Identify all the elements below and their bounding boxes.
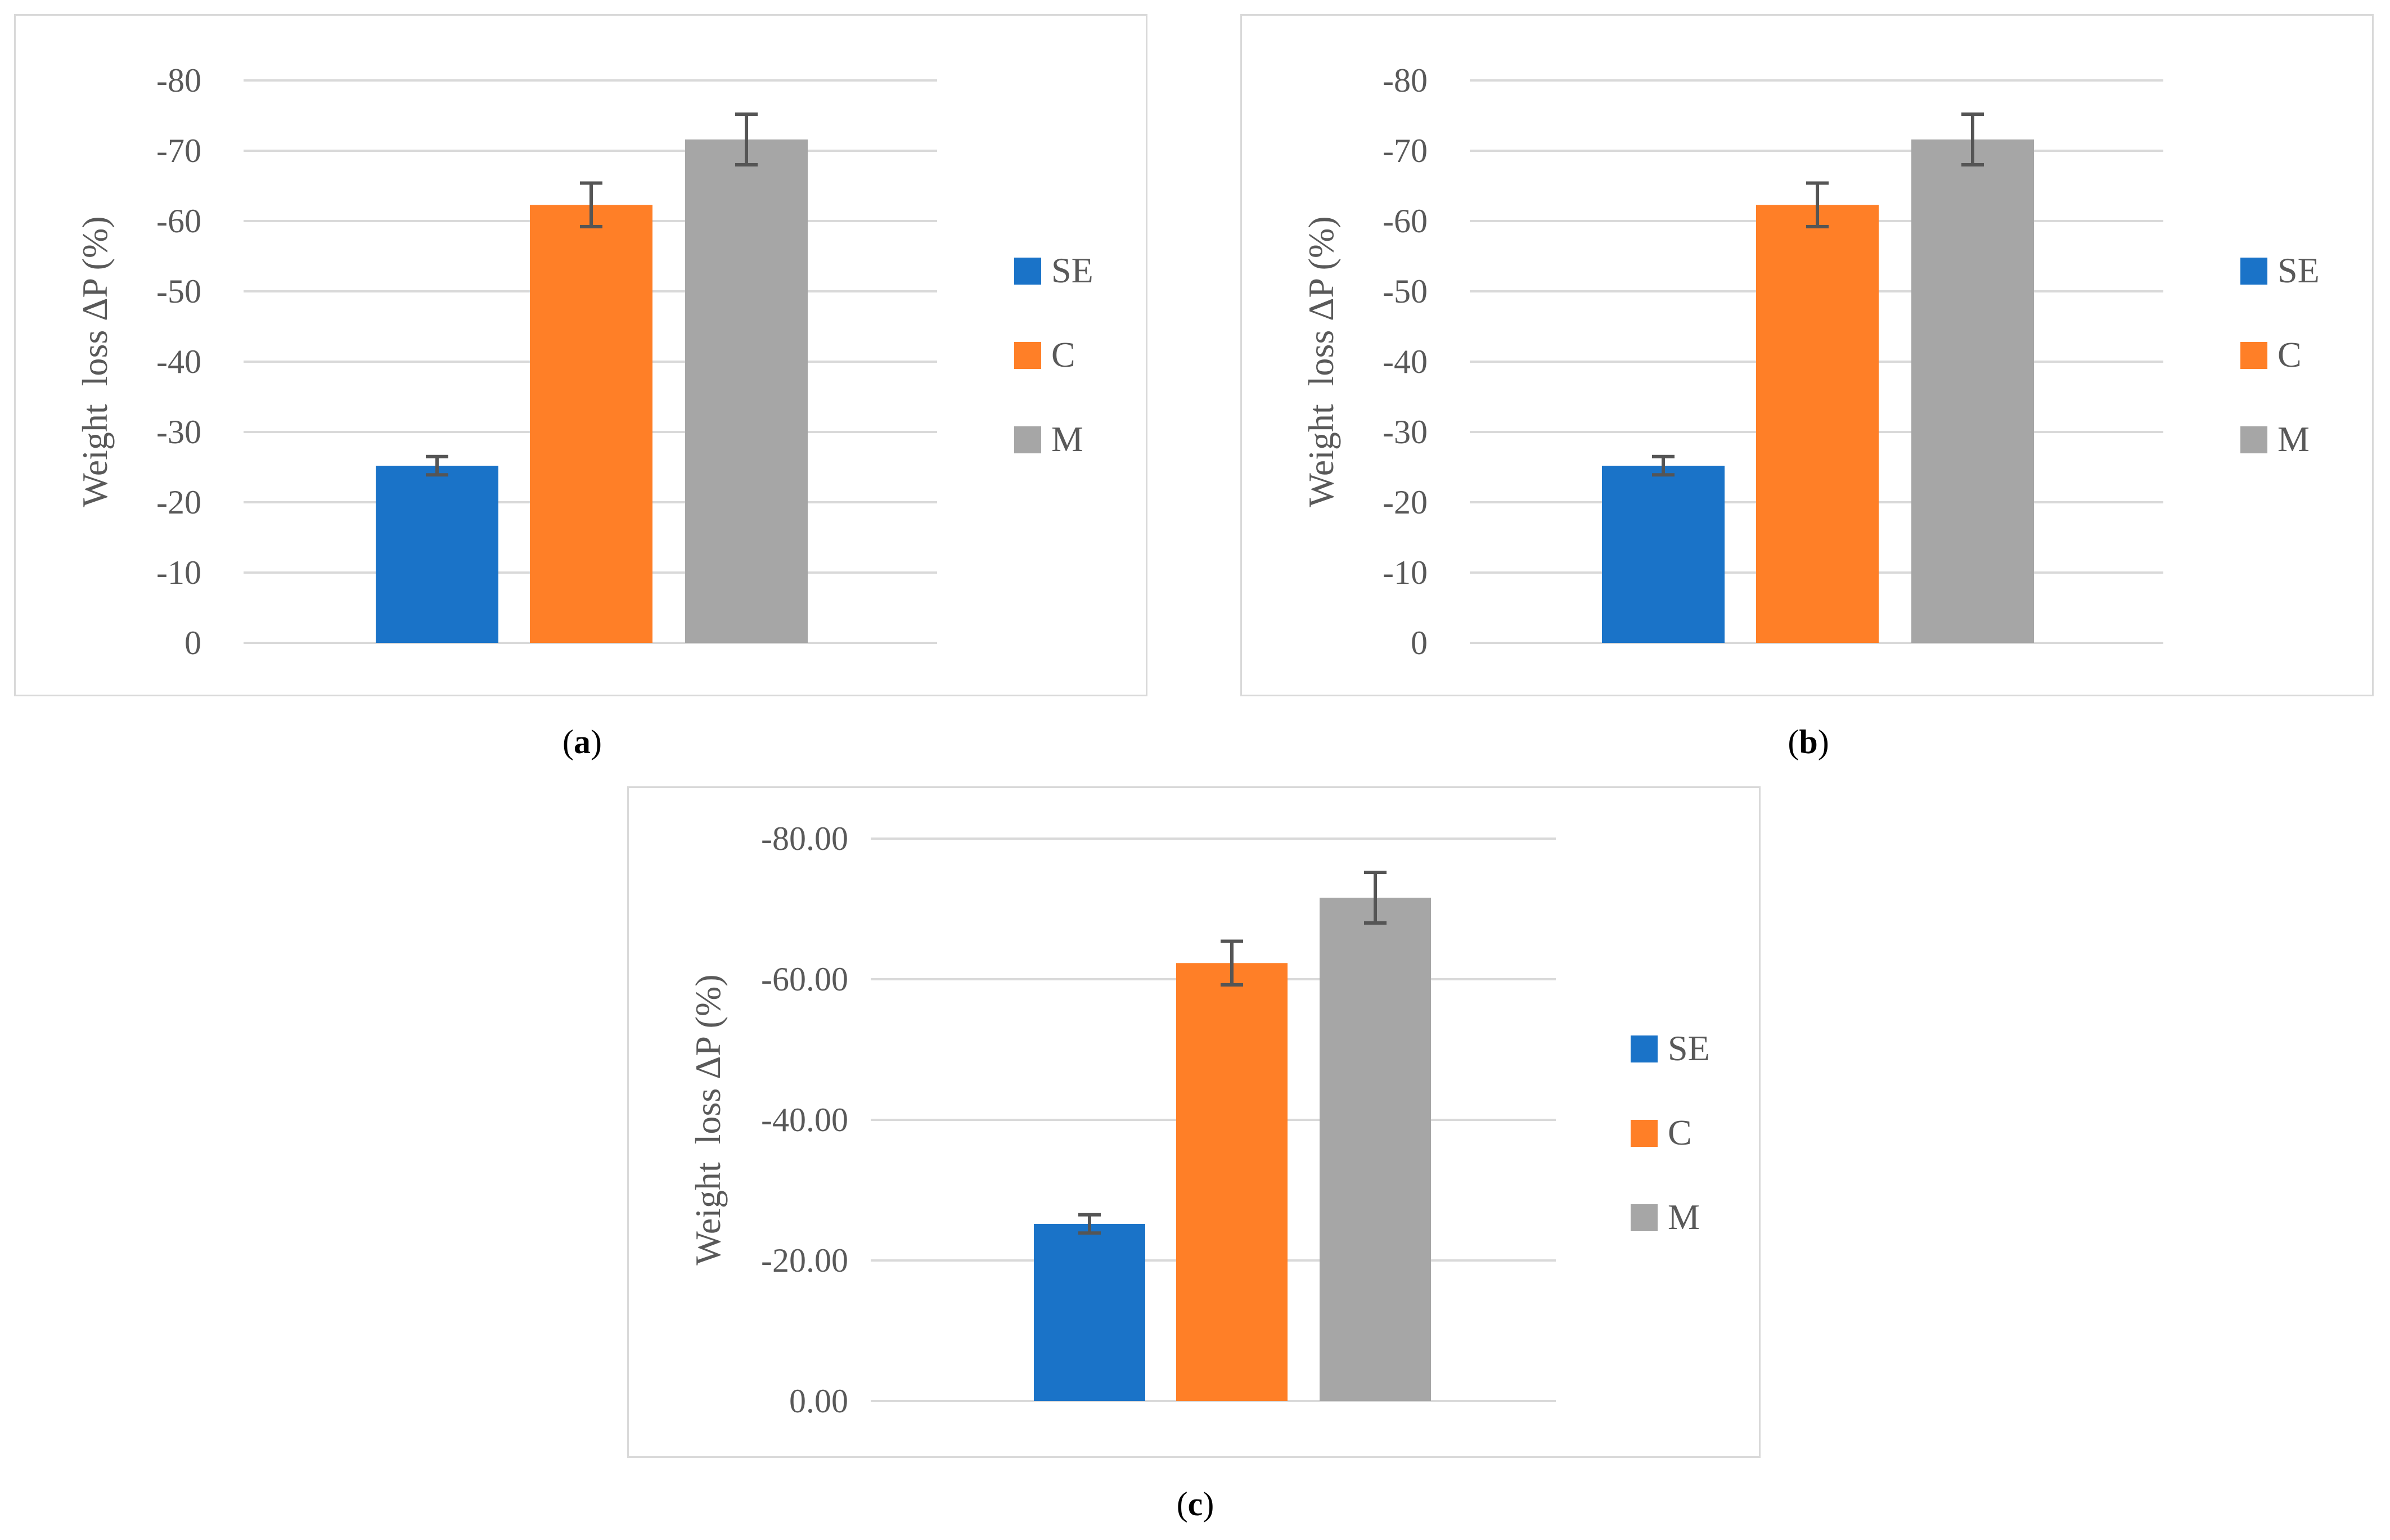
legend-swatch-c-c [1631, 1120, 1658, 1147]
error-bar-a-c [580, 181, 602, 228]
chart-panel-b: 0 -10 -20 -30 -40 -50 -60 -70 -80 Weight loss ΔP … [1240, 14, 2374, 696]
bar-b-m [1911, 139, 2034, 643]
y-tick-label-c-0: 0.00 [789, 1383, 848, 1420]
y-tick-label-b-1: -10 [1383, 554, 1428, 591]
y-tick-label-b-5: -50 [1383, 273, 1428, 310]
bar-c-se [1034, 1224, 1145, 1401]
bar-a-se [376, 466, 498, 643]
caption-b-letter: b [1799, 723, 1818, 760]
chart-panel-c: 0.00 -20.00 -40.00 -60.00 -80.00 Weight loss … [627, 786, 1761, 1458]
legend-swatch-c-se [1631, 1035, 1658, 1062]
bar-c-m [1320, 898, 1431, 1401]
bar-a-c [530, 205, 652, 643]
error-bar-a-se [426, 454, 448, 477]
bar-b-c [1756, 205, 1879, 643]
error-bar-c-m [1364, 871, 1387, 925]
y-tick-label-b-2: -20 [1383, 484, 1428, 521]
y-tick-label-a-7: -70 [156, 132, 201, 169]
y-tick-label-b-4: -40 [1383, 343, 1428, 380]
legend-label-c-se: SE [1668, 1028, 1710, 1068]
error-bar-c-c [1221, 939, 1243, 987]
error-bar-b-c [1806, 181, 1829, 228]
caption-c-open: ( [1176, 1485, 1188, 1523]
caption-a-open: ( [562, 723, 574, 760]
legend-swatch-a-m [1014, 426, 1041, 453]
chart-c-svg: 0.00 -20.00 -40.00 -60.00 -80.00 Weight loss … [688, 820, 1710, 1420]
legend-swatch-b-m [2240, 426, 2267, 453]
legend-label-b-c: C [2278, 335, 2302, 375]
chart-panel-a: 0 -10 -20 -30 -40 -50 -60 -70 -80 Weight loss ΔP … [14, 14, 1147, 696]
chart-b-svg: 0 -10 -20 -30 -40 -50 -60 -70 -80 Weight loss ΔP … [1301, 62, 2320, 661]
caption-b-open: ( [1788, 723, 1799, 760]
legend-swatch-c-m [1631, 1204, 1658, 1231]
y-tick-label-b-7: -70 [1383, 132, 1428, 169]
y-tick-label-a-1: -10 [156, 554, 201, 591]
y-axis-label-c: Weight loss ΔP (%) [688, 974, 728, 1265]
legend-label-c-c: C [1668, 1113, 1692, 1152]
error-bar-c-se [1078, 1213, 1101, 1235]
y-tick-label-a-8: -80 [156, 62, 201, 99]
legend-label-c-m: M [1668, 1197, 1700, 1237]
caption-a: (a) [526, 723, 638, 762]
y-axis-label-a: Weight loss ΔP (%) [75, 216, 115, 507]
legend-swatch-a-c [1014, 342, 1041, 369]
caption-a-close: ) [591, 723, 602, 760]
y-tick-label-a-6: -60 [156, 202, 201, 240]
caption-b-close: ) [1817, 723, 1829, 760]
y-tick-label-c-2: -40.00 [761, 1101, 848, 1138]
y-tick-label-c-4: -80.00 [761, 820, 848, 857]
legend-label-b-m: M [2278, 419, 2310, 459]
y-tick-label-a-4: -40 [156, 343, 201, 380]
error-bar-b-se [1652, 454, 1675, 477]
bar-a-m [685, 139, 808, 643]
legend-swatch-a-se [1014, 258, 1041, 285]
caption-b: (b) [1752, 723, 1865, 762]
legend-swatch-b-se [2240, 258, 2267, 285]
legend-label-b-se: SE [2278, 250, 2320, 290]
y-axis-label-b: Weight loss ΔP (%) [1301, 216, 1341, 507]
error-bar-b-m [1961, 112, 1984, 166]
y-tick-label-b-8: -80 [1383, 62, 1428, 99]
y-tick-label-a-5: -50 [156, 273, 201, 310]
y-tick-label-b-6: -60 [1383, 202, 1428, 240]
legend-label-a-c: C [1051, 335, 1075, 375]
bar-c-c [1176, 963, 1288, 1401]
y-tick-label-a-2: -20 [156, 484, 201, 521]
caption-c: (c) [1139, 1485, 1252, 1524]
caption-c-close: ) [1203, 1485, 1214, 1523]
bar-b-se [1602, 466, 1725, 643]
chart-a-svg: 0 -10 -20 -30 -40 -50 -60 -70 -80 Weight loss ΔP … [75, 62, 1093, 661]
y-tick-label-a-3: -30 [156, 413, 201, 451]
y-tick-label-b-0: 0 [1411, 624, 1428, 661]
caption-a-letter: a [574, 723, 591, 760]
y-tick-label-c-1: -20.00 [761, 1242, 848, 1279]
y-tick-label-b-3: -30 [1383, 413, 1428, 451]
y-tick-label-c-3: -60.00 [761, 961, 848, 998]
legend-label-a-se: SE [1051, 250, 1093, 290]
legend-label-a-m: M [1051, 419, 1083, 459]
y-tick-label-a-0: 0 [184, 624, 201, 661]
caption-c-letter: c [1187, 1485, 1203, 1523]
error-bar-a-m [735, 112, 758, 166]
legend-swatch-b-c [2240, 342, 2267, 369]
